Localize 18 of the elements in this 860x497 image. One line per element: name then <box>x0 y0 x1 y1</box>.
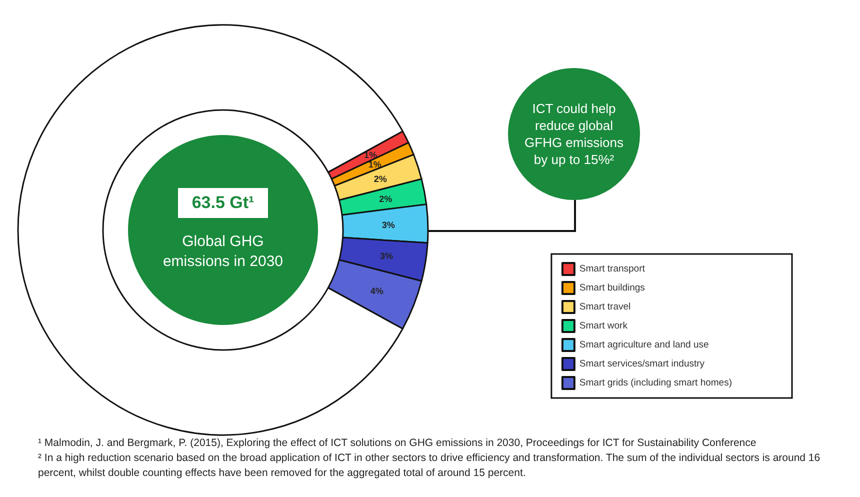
data-label: 3% <box>380 250 393 261</box>
data-label: 1% <box>364 150 377 160</box>
legend-label: Smart agriculture and land use <box>579 340 709 350</box>
legend-label: Smart travel <box>579 302 631 312</box>
data-label: 2% <box>374 174 387 184</box>
legend-label: Smart buildings <box>579 282 646 294</box>
legend-label: Smart transport <box>579 264 646 274</box>
text: ² In a high reduction scenario based on the broad application of ICT in other sectors to drive efficiency and transformation. The sum of the individual sectors is around 16 percent, whilst double counting effects have been removed for the aggregated total of around 15 percent. <box>38 451 822 481</box>
data-label: 3% <box>382 220 395 230</box>
data-label: 4% <box>370 286 384 296</box>
data-label: 1% <box>368 159 382 170</box>
legend-label: Smart grids (including smart homes) <box>579 378 732 388</box>
center-circle: 63.5 Gt¹ Global GHG emissions in 2030 <box>128 135 318 325</box>
callout-circle: ICT could help reduce global GFHG emissions by up to 15%² <box>508 68 640 200</box>
data-label: 2% <box>379 194 392 204</box>
legend-label: Smart work <box>579 320 628 332</box>
legend-label: Smart services/smart industry <box>579 358 705 370</box>
text: ¹ Malmodin, J. and Bergmark, P. (2015), Exploring the effect of ICT solutions on GHG emissions in 2030, Proceedings for ICT for Sustainability Conference <box>38 436 758 451</box>
